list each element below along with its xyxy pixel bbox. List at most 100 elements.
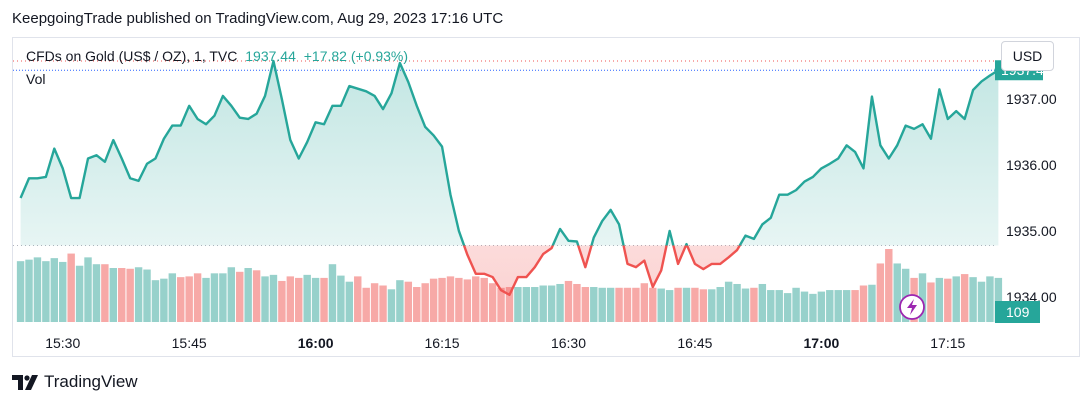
volume-bar	[379, 285, 387, 322]
volume-bar	[522, 287, 531, 322]
volume-bar	[269, 274, 278, 322]
volume-bar	[362, 287, 370, 322]
svg-text:109: 109	[1006, 304, 1030, 320]
volume-bar	[691, 287, 699, 322]
volume-bar	[109, 268, 118, 322]
volume-bar	[868, 284, 876, 322]
volume-bar	[927, 282, 935, 322]
volume-bar	[547, 285, 556, 322]
volume-bar	[977, 281, 986, 322]
volume-bar	[851, 290, 859, 322]
volume-bar	[143, 269, 151, 322]
volume-bar	[33, 257, 42, 322]
volume-bar	[295, 277, 303, 322]
volume-bar	[615, 287, 623, 322]
volume-bar	[261, 276, 269, 323]
symbol-legend: CFDs on Gold (US$ / OZ), 1, TVC 1937.44 …	[26, 48, 408, 64]
volume-bar	[227, 267, 236, 322]
y-tick-label: 1937.00	[1006, 91, 1057, 107]
volume-bar	[573, 283, 581, 322]
volume-bar	[590, 287, 598, 322]
volume-bar	[640, 283, 649, 322]
volume-bar	[84, 257, 92, 322]
volume-bar	[775, 290, 783, 322]
volume-bar	[59, 261, 67, 322]
volume-bar	[278, 280, 286, 322]
x-tick-label: 16:15	[425, 335, 460, 351]
volume-bar	[446, 276, 455, 323]
volume-bar	[42, 261, 50, 322]
volume-bar	[674, 287, 682, 322]
volume-bar	[699, 289, 708, 322]
volume-bar	[733, 283, 741, 322]
volume-bar	[118, 268, 126, 322]
volume-bar	[202, 277, 210, 322]
volume-bar	[210, 273, 219, 322]
area-fill-above-baseline	[20, 61, 999, 246]
area-fill-below-baseline	[20, 245, 999, 295]
volume-bar	[944, 278, 952, 322]
volume-bar	[581, 287, 590, 322]
symbol-name: CFDs on Gold (US$ / OZ), 1, TVC	[26, 48, 238, 64]
volume-bar	[632, 287, 640, 322]
volume-bar	[901, 268, 910, 322]
x-tick-label: 16:45	[677, 335, 712, 351]
volume-bar	[320, 277, 328, 322]
volume-bar	[817, 291, 826, 322]
volume-bar	[792, 287, 800, 322]
volume-bar	[842, 290, 851, 322]
volume-bar	[185, 276, 193, 323]
x-tick-label: 15:30	[45, 335, 80, 351]
volume-bar	[303, 274, 311, 322]
volume-bar	[741, 288, 750, 322]
volume-bar	[539, 285, 547, 322]
x-tick-label: 16:00	[298, 335, 334, 351]
volume-bar	[859, 285, 868, 322]
volume-bar	[598, 287, 606, 322]
volume-bar	[126, 268, 134, 322]
volume-bar	[67, 253, 75, 322]
volume-bar	[708, 289, 716, 322]
x-axis: 15:30 15:45 16:00 16:15 16:30 16:45 17:00 17:15	[45, 335, 965, 351]
price-line-above-baseline	[19, 59, 1000, 246]
volume-bar	[758, 283, 767, 322]
volume-bar	[25, 259, 33, 322]
volume-bar	[649, 287, 657, 322]
currency-button[interactable]: USD	[1001, 41, 1054, 71]
volume-bar	[387, 289, 396, 322]
volume-bar	[472, 276, 480, 323]
volume-bar	[396, 280, 404, 322]
price-change: +17.82 (+0.93%)	[303, 48, 409, 64]
volume-bar	[783, 293, 792, 322]
x-tick-label: 15:45	[172, 335, 207, 351]
volume-bar	[16, 261, 25, 322]
volume-bar	[421, 283, 429, 322]
volume-bar	[488, 283, 497, 322]
volume-bar	[918, 273, 927, 322]
volume-bar	[370, 283, 379, 322]
volume-bar	[505, 287, 514, 322]
volume-bar	[935, 277, 944, 322]
volume-bar	[160, 278, 168, 322]
volume-bar	[800, 291, 809, 322]
volume-bar	[724, 281, 733, 322]
volume-bar	[75, 265, 84, 322]
lightning-icon[interactable]	[899, 294, 925, 320]
tradingview-brand[interactable]: TradingView	[12, 372, 138, 392]
volume-bar	[286, 276, 295, 323]
volume-bars	[16, 249, 1003, 323]
volume-bar	[404, 281, 413, 322]
price-line-below-baseline	[462, 245, 742, 297]
volume-bar	[92, 264, 101, 322]
volume-bar	[750, 287, 758, 322]
x-tick-label: 16:30	[551, 335, 586, 351]
volume-bar	[623, 287, 632, 322]
volume-bar	[236, 271, 244, 322]
volume-bar	[337, 275, 345, 322]
volume-bar	[429, 278, 438, 322]
volume-bar	[413, 287, 421, 322]
x-tick-label: 17:00	[803, 335, 839, 351]
volume-bar	[834, 290, 842, 322]
volume-bar	[665, 290, 674, 322]
